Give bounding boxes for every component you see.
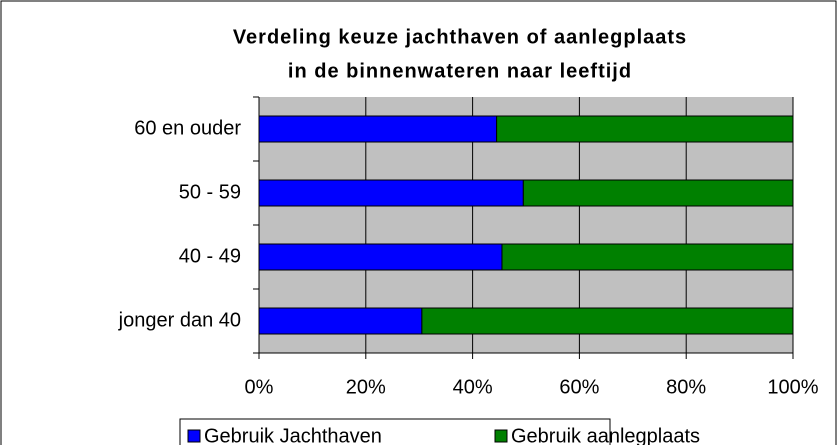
legend-label: Gebruik Jachthaven — [204, 425, 382, 445]
chart-title: in de binnenwateren naar leeftijd — [288, 60, 632, 82]
bar-segment — [421, 307, 794, 335]
bar-segment — [522, 179, 794, 207]
x-tick-label: 80% — [666, 376, 706, 398]
y-tick-label: 40 - 49 — [179, 245, 241, 267]
legend-swatch — [494, 429, 508, 443]
y-tick-label: 50 - 59 — [179, 181, 241, 203]
legend-swatch — [187, 429, 201, 443]
chart-title: Verdeling keuze jachthaven of aanlegplaa… — [233, 26, 687, 48]
bar-segment — [258, 179, 524, 207]
x-tick-label: 60% — [559, 376, 599, 398]
y-tick-label: 60 en ouder — [134, 117, 241, 139]
x-tick-label: 0% — [245, 376, 274, 398]
legend-label: Gebruik aanlegplaats — [511, 425, 700, 445]
x-tick-label: 20% — [346, 376, 386, 398]
x-tick-label: 100% — [767, 376, 818, 398]
bar-segment — [258, 307, 423, 335]
bar-segment — [258, 115, 498, 143]
x-tick-label: 40% — [453, 376, 493, 398]
y-tick-label: jonger dan 40 — [118, 309, 241, 331]
bar-segment — [496, 115, 794, 143]
bar-segment — [501, 243, 794, 271]
bar-segment — [258, 243, 503, 271]
legend-box — [179, 418, 611, 445]
